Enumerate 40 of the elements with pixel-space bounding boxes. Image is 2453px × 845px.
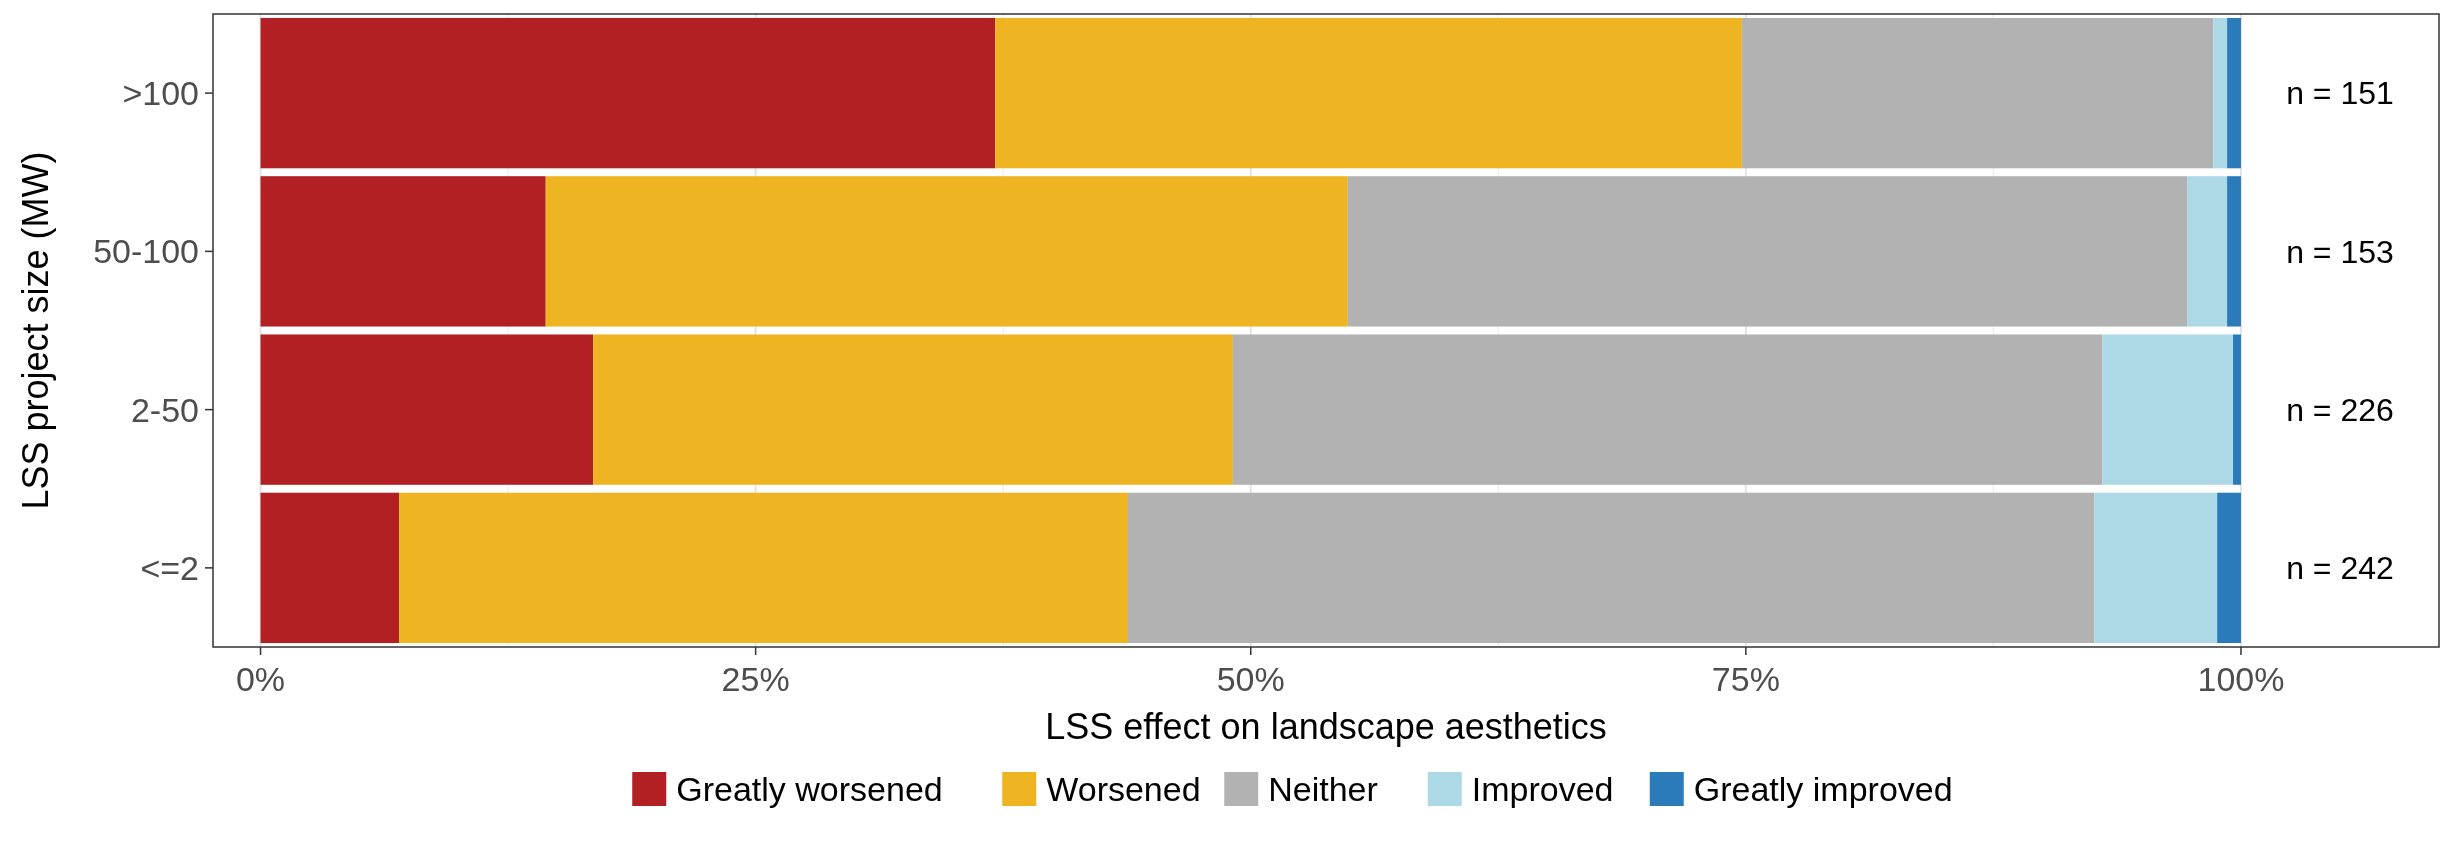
bar (2187, 176, 2228, 327)
bar (260, 334, 594, 485)
bar (260, 17, 996, 169)
bar (2227, 17, 2241, 169)
y-tick-label: >100 (122, 74, 199, 113)
y-tick-label: 2-50 (130, 390, 199, 429)
bar (1232, 334, 2103, 485)
x-tick-label: 50% (1216, 660, 1285, 698)
legend-label: Neither (1268, 769, 1378, 808)
x-tick-label: 0% (235, 660, 286, 698)
bar (2102, 334, 2234, 485)
bar (545, 176, 1348, 327)
annotation: n = 242 (2286, 550, 2394, 587)
legend-label: Worsened (1046, 769, 1201, 808)
x-tick-label: 100% (2197, 660, 2285, 698)
annotation: n = 226 (2286, 391, 2394, 428)
bar (260, 176, 546, 327)
legend-label: Improved (1471, 769, 1614, 808)
bar (2094, 492, 2218, 644)
bar (2217, 492, 2241, 644)
y-tick-label: 50-100 (93, 232, 199, 271)
y-tick-label: <=2 (140, 548, 199, 587)
bar (995, 17, 1742, 169)
bar (593, 334, 1233, 485)
annotation: n = 153 (2286, 233, 2394, 270)
annotation: n = 151 (2286, 75, 2394, 112)
bar (399, 492, 1128, 644)
bar (2233, 334, 2241, 485)
bar (2213, 17, 2228, 169)
y-axis-title: LSS project size (MW) (15, 151, 56, 510)
legend-label: Greatly improved (1693, 769, 1953, 808)
bar (2227, 176, 2241, 327)
x-axis-title: LSS effect on landscape aesthetics (1045, 706, 1607, 747)
x-tick-label: 25% (721, 660, 790, 698)
bar (1741, 17, 2214, 169)
bar (1347, 176, 2188, 327)
bar (1127, 492, 2095, 644)
x-tick-label: 75% (1711, 660, 1780, 698)
bar (260, 492, 400, 644)
legend-label: Greatly worsened (676, 769, 943, 808)
